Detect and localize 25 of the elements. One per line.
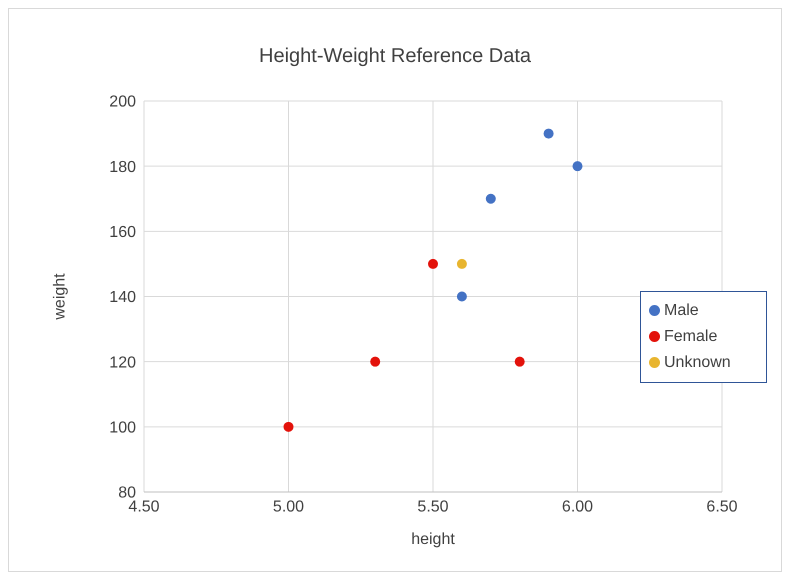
legend-label: Female — [664, 328, 718, 345]
legend-label: Unknown — [664, 354, 731, 371]
point — [572, 161, 582, 172]
y-tick-label: 200 — [109, 94, 136, 111]
x-tick-label: 6.00 — [562, 498, 594, 516]
x-tick-label: 5.50 — [417, 498, 449, 516]
point — [456, 258, 467, 269]
y-tick-label: 120 — [109, 354, 136, 372]
point — [486, 194, 496, 204]
legend-label: Male — [664, 302, 699, 319]
point — [428, 258, 438, 269]
point — [544, 128, 554, 139]
point — [514, 356, 525, 367]
x-axis-title: height — [411, 531, 456, 548]
y-tick-label: 140 — [109, 289, 136, 306]
point — [370, 356, 380, 367]
y-tick-label: 180 — [109, 158, 136, 176]
y-tick-label: 100 — [109, 420, 136, 437]
y-axis-title: weight — [52, 272, 69, 321]
x-tick-label: 5.00 — [272, 498, 304, 516]
x-tick-label: 6.50 — [706, 498, 738, 516]
point — [284, 422, 294, 432]
point — [456, 292, 467, 302]
chart-title: Height-Weight Reference Data — [258, 45, 532, 68]
y-tick-label: 160 — [109, 224, 136, 242]
